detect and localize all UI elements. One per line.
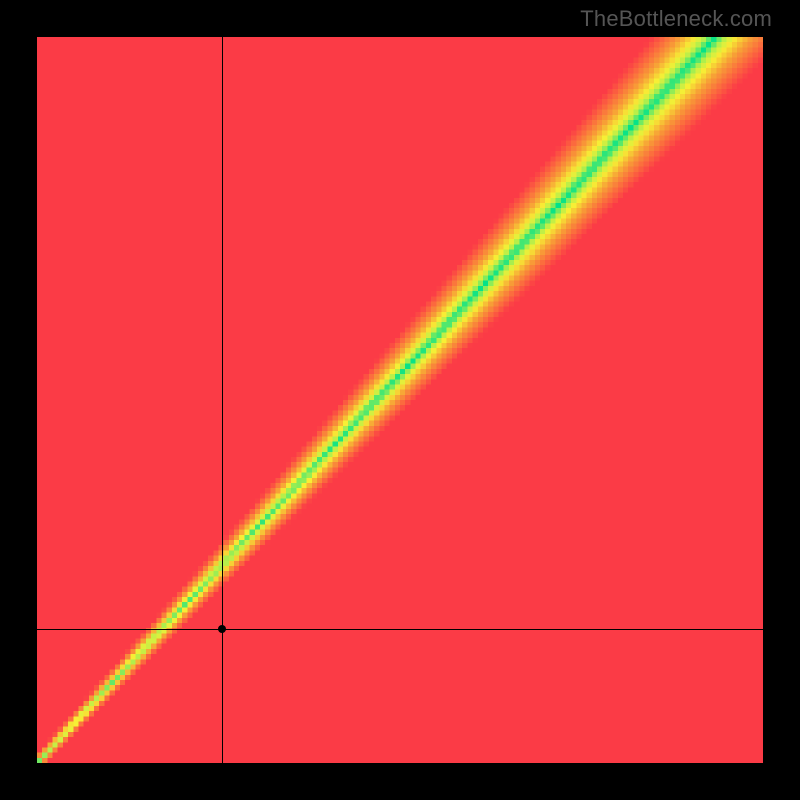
watermark-text: TheBottleneck.com — [580, 6, 772, 32]
selection-marker — [218, 625, 226, 633]
crosshair-vertical — [222, 37, 223, 763]
bottleneck-heatmap — [37, 37, 763, 763]
plot-area — [37, 37, 763, 763]
crosshair-horizontal — [37, 629, 763, 630]
